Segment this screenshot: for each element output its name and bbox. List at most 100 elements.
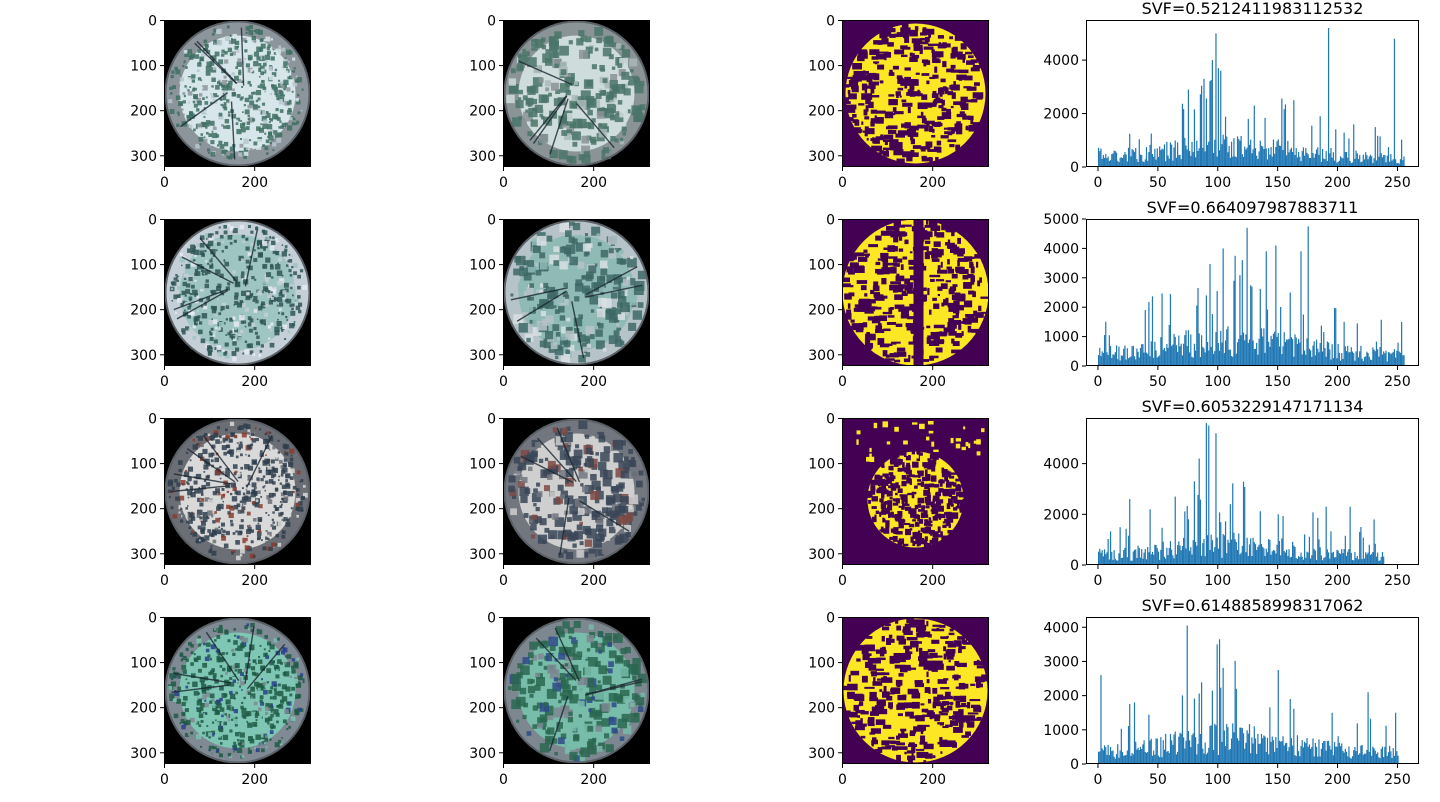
texture-patch bbox=[231, 551, 234, 555]
texture-patch bbox=[278, 72, 281, 75]
texture-patch bbox=[234, 281, 241, 288]
histogram-bar bbox=[1372, 347, 1374, 366]
texture-patch bbox=[255, 488, 258, 491]
texture-patch bbox=[203, 432, 208, 437]
texture-patch bbox=[183, 277, 187, 281]
texture-patch bbox=[226, 715, 230, 719]
mask-speckle bbox=[882, 350, 888, 357]
texture-patch bbox=[595, 83, 604, 92]
mask-speckle bbox=[847, 303, 851, 309]
y-tick-label: 2000 bbox=[1043, 300, 1079, 316]
texture-patch bbox=[262, 486, 265, 489]
texture-patch bbox=[221, 250, 224, 253]
mask-speckle bbox=[896, 347, 906, 352]
mask-speckle bbox=[869, 49, 880, 56]
texture-patch bbox=[236, 49, 240, 53]
texture-patch bbox=[545, 300, 554, 310]
texture-patch bbox=[624, 524, 632, 532]
mask-speckle bbox=[883, 501, 886, 507]
texture-patch bbox=[268, 434, 270, 437]
texture-patch bbox=[177, 286, 181, 290]
texture-patch bbox=[211, 263, 214, 265]
texture-patch bbox=[285, 264, 289, 267]
texture-patch bbox=[259, 699, 263, 703]
texture-patch bbox=[234, 470, 238, 474]
histogram-bar bbox=[1111, 154, 1113, 167]
texture-patch bbox=[288, 60, 290, 63]
mask-speckle bbox=[909, 57, 918, 63]
texture-patch bbox=[215, 517, 220, 523]
texture-patch bbox=[266, 91, 272, 96]
mask-speckle bbox=[929, 157, 933, 164]
branch-line bbox=[205, 631, 240, 681]
texture-patch bbox=[208, 76, 212, 80]
texture-patch bbox=[232, 316, 236, 320]
texture-patch bbox=[245, 424, 251, 430]
texture-patch bbox=[249, 100, 255, 106]
y-tick-label: 0 bbox=[826, 14, 835, 30]
mask-speckle bbox=[960, 74, 966, 78]
texture-patch bbox=[639, 80, 645, 86]
texture-patch bbox=[264, 717, 270, 723]
texture-patch bbox=[544, 457, 549, 461]
texture-patch bbox=[290, 716, 296, 722]
mask-speckle bbox=[932, 74, 939, 79]
texture-patch bbox=[272, 521, 275, 524]
mask-speckle bbox=[893, 263, 900, 267]
mask-speckle bbox=[875, 268, 884, 274]
texture-patch bbox=[251, 459, 258, 465]
texture-patch bbox=[524, 333, 534, 343]
texture-patch bbox=[264, 635, 269, 639]
texture-patch bbox=[276, 637, 280, 641]
histogram-bar bbox=[1241, 545, 1243, 565]
texture-patch bbox=[214, 314, 217, 317]
texture-patch bbox=[197, 635, 201, 639]
texture-patch bbox=[224, 261, 230, 267]
texture-patch bbox=[226, 99, 230, 103]
texture-patch bbox=[234, 326, 238, 330]
histogram-bar bbox=[1107, 156, 1109, 167]
texture-patch bbox=[236, 747, 243, 754]
texture-patch bbox=[197, 100, 202, 106]
texture-patch bbox=[284, 661, 291, 668]
texture-patch bbox=[260, 123, 263, 126]
histogram-bar bbox=[1168, 158, 1170, 167]
texture-patch bbox=[576, 524, 583, 531]
texture-patch bbox=[178, 504, 183, 510]
mask-speckle bbox=[930, 453, 934, 459]
axes-frame bbox=[842, 219, 989, 366]
mask-speckle bbox=[976, 94, 983, 100]
texture-patch bbox=[566, 129, 573, 135]
texture-patch bbox=[218, 327, 221, 329]
texture-patch bbox=[596, 308, 606, 318]
mask-fleck bbox=[911, 422, 918, 425]
mask-speckle bbox=[931, 537, 939, 545]
fisheye-edge bbox=[503, 418, 650, 565]
histogram-bar bbox=[1362, 154, 1364, 167]
texture-patch bbox=[229, 492, 233, 496]
texture-patch bbox=[534, 262, 539, 267]
texture-patch bbox=[225, 286, 230, 291]
mask-speckle bbox=[863, 249, 868, 253]
mask-speckle bbox=[967, 115, 974, 121]
texture-patch bbox=[218, 140, 223, 145]
histogram-bar bbox=[1218, 350, 1221, 366]
histogram-bar bbox=[1247, 118, 1249, 167]
histogram-bar bbox=[1256, 549, 1258, 565]
texture-patch bbox=[244, 648, 248, 653]
texture-patch bbox=[251, 35, 257, 41]
texture-patch bbox=[266, 46, 270, 51]
histogram-bar bbox=[1278, 145, 1281, 167]
texture-patch bbox=[519, 267, 529, 277]
texture-patch bbox=[216, 426, 221, 430]
texture-patch bbox=[572, 222, 581, 231]
texture-patch bbox=[572, 511, 582, 521]
texture-patch bbox=[602, 284, 606, 288]
texture-patch bbox=[236, 449, 242, 455]
texture-patch bbox=[577, 334, 586, 343]
texture-patch bbox=[229, 146, 235, 152]
histogram-bar bbox=[1339, 156, 1342, 167]
texture-patch bbox=[596, 276, 606, 285]
texture-patch bbox=[236, 45, 239, 48]
texture-patch bbox=[253, 60, 259, 67]
